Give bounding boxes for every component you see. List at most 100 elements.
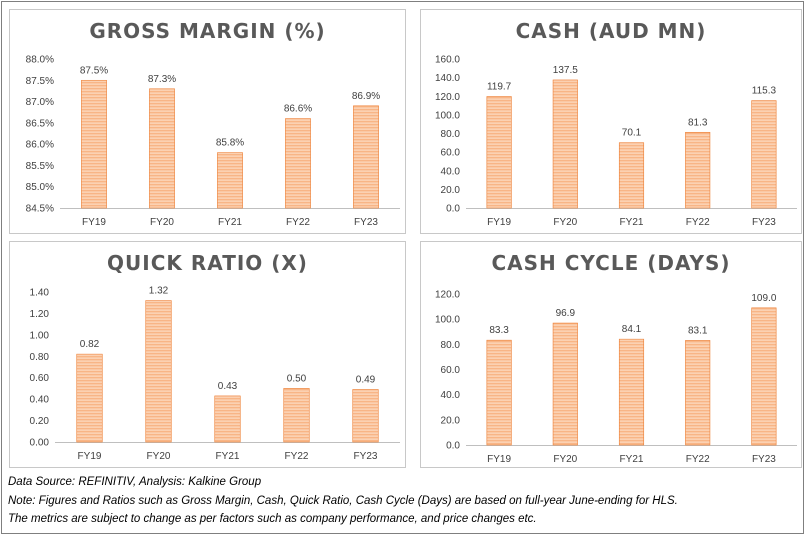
cash-y-tick: 60.0 [441,148,461,159]
cash-cycle-y-tick: 60.0 [441,365,461,376]
cash-cycle-y-tick: 80.0 [441,340,461,351]
quick-ratio-data-label: 0.49 [356,375,376,386]
gross-margin-data-label: 86.6% [284,104,312,115]
cash-cycle-data-label: 83.3 [489,325,509,336]
cash-cycle-data-label: 84.1 [622,324,642,335]
cash-cycle-data-label: 109.0 [751,293,776,304]
gross-margin-x-tick: FY23 [354,217,378,228]
gross-margin-bar-fy20 [149,88,175,209]
cash-cycle-y-tick: 40.0 [441,390,461,401]
gross-margin-y-tick: 87.5% [26,76,54,87]
quick-ratio-x-tick: FY22 [285,451,309,462]
cash-bar-fy20 [552,79,578,209]
quick-ratio-data-label: 1.32 [149,286,169,297]
quick-ratio-bar-fy21 [214,395,241,443]
quick-ratio-data-label: 0.43 [218,381,238,392]
gross-margin-y-tick: 88.0% [26,55,54,66]
cash-data-label: 119.7 [487,82,512,93]
cash-x-tick: FY19 [487,217,511,228]
cash-cycle-x-tick: FY20 [553,454,577,465]
quick-ratio-bar-fy22 [283,388,310,443]
cash-cycle-y-tick: 120.0 [435,290,460,301]
quick-ratio-bar-fy23 [352,389,379,443]
cash-y-tick: 120.0 [435,92,460,103]
quick-ratio-x-tick: FY21 [216,451,240,462]
cash-panel: CASH (AUD MN) 0.0 20.0 40.0 60.0 80.0 100.0 12… [420,9,802,234]
gross-margin-data-label: 85.8% [216,138,244,149]
quick-ratio-title: QUICK RATIO (X) [107,251,308,275]
cash-title: CASH (AUD MN) [515,19,707,43]
gross-margin-y-tick: 85.0% [26,182,54,193]
gross-margin-x-tick: FY20 [150,217,174,228]
gross-margin-x-tick: FY22 [286,217,310,228]
quick-ratio-y-tick: 0.40 [30,395,50,406]
cash-y-tick: 160.0 [435,55,460,66]
quick-ratio-x-tick: FY19 [78,451,102,462]
cash-cycle-chart: 0.0 20.0 40.0 60.0 80.0 100.0 120.0 83.3 FY19 96.… [435,290,797,465]
cash-cycle-title: CASH CYCLE (DAYS) [491,251,731,275]
cash-cycle-x-tick: FY19 [487,454,511,465]
gross-margin-bar-fy21 [217,152,243,209]
gross-margin-bar-fy22 [285,118,311,209]
cash-x-tick: FY23 [752,217,776,228]
gross-margin-x-tick: FY21 [218,217,242,228]
quick-ratio-y-tick: 1.40 [30,288,50,299]
gross-margin-y-tick: 87.0% [26,97,54,108]
cash-bar-fy23 [751,100,777,209]
quick-ratio-y-tick: 0.60 [30,373,50,384]
gross-margin-data-label: 87.3% [148,74,176,85]
quick-ratio-x-tick: FY20 [147,451,171,462]
cash-bar-fy21 [618,142,645,209]
cash-data-label: 137.5 [553,65,578,76]
quick-ratio-data-label: 0.82 [80,339,100,350]
cash-y-tick: 0.0 [446,204,460,215]
cash-cycle-x-tick: FY22 [686,454,710,465]
gross-margin-data-label: 87.5% [80,65,108,76]
gross-margin-x-tick: FY19 [82,217,106,228]
cash-cycle-x-tick: FY21 [620,454,644,465]
cash-y-tick: 140.0 [435,73,460,84]
gross-margin-y-tick: 85.5% [26,161,54,172]
disclaimer-text: The metrics are subject to change as per… [8,513,537,525]
quick-ratio-y-tick: 1.00 [30,330,50,341]
cash-cycle-bar-fy23 [751,307,777,446]
cash-cycle-bar-fy22 [685,340,711,446]
gross-margin-y-tick: 86.0% [26,140,54,151]
cash-x-tick: FY21 [620,217,644,228]
cash-y-tick: 40.0 [441,166,461,177]
gross-margin-bar-fy23 [353,105,379,209]
quick-ratio-x-tick: FY23 [354,451,378,462]
cash-cycle-bar-fy20 [552,322,578,446]
data-source-text: Data Source: REFINITIV, Analysis: Kalkin… [8,476,262,488]
footer-notes: Data Source: REFINITIV, Analysis: Kalkin… [8,473,798,529]
cash-cycle-bar-fy19 [486,339,512,446]
quick-ratio-chart: 0.00 0.20 0.40 0.60 0.80 1.00 1.20 1.40 0.82 FY19… [30,286,400,462]
cash-bar-fy19 [486,96,512,209]
cash-cycle-data-label: 96.9 [556,308,576,319]
quick-ratio-bar-fy19 [76,353,103,443]
quick-ratio-y-tick: 0.00 [30,438,50,449]
cash-data-label: 115.3 [752,86,777,97]
quick-ratio-data-label: 0.50 [287,373,307,384]
cash-cycle-y-tick: 100.0 [435,315,460,326]
cash-cycle-y-tick: 20.0 [441,415,461,426]
gross-margin-y-tick: 84.5% [26,204,54,215]
gross-margin-y-tick: 86.5% [26,118,54,129]
cash-data-label: 81.3 [688,117,708,128]
gross-margin-panel: GROSS MARGIN (%) 84.5% 85.0% 85.5% 86.0% 86.… [9,9,406,234]
cash-cycle-panel: CASH CYCLE (DAYS) 0.0 20.0 40.0 60.0 80.0 100… [420,241,802,468]
gross-margin-chart: 84.5% 85.0% 85.5% 86.0% 86.5% 87.0% 87.5% 88.0%… [26,55,400,228]
quick-ratio-bar-fy20 [145,300,172,443]
cash-cycle-y-tick: 0.0 [446,441,460,452]
gross-margin-data-label: 86.9% [352,91,380,102]
cash-x-tick: FY22 [686,217,710,228]
cash-x-tick: FY20 [553,217,577,228]
methodology-note: Note: Figures and Ratios such as Gross M… [8,494,678,507]
cash-y-tick: 100.0 [435,110,460,121]
cash-data-label: 70.1 [622,128,642,139]
cash-cycle-data-label: 83.1 [688,325,708,336]
quick-ratio-panel: QUICK RATIO (X) 0.00 0.20 0.40 0.60 0.80 1.00… [9,241,406,468]
cash-y-tick: 80.0 [441,129,461,140]
gross-margin-title: GROSS MARGIN (%) [89,19,326,43]
